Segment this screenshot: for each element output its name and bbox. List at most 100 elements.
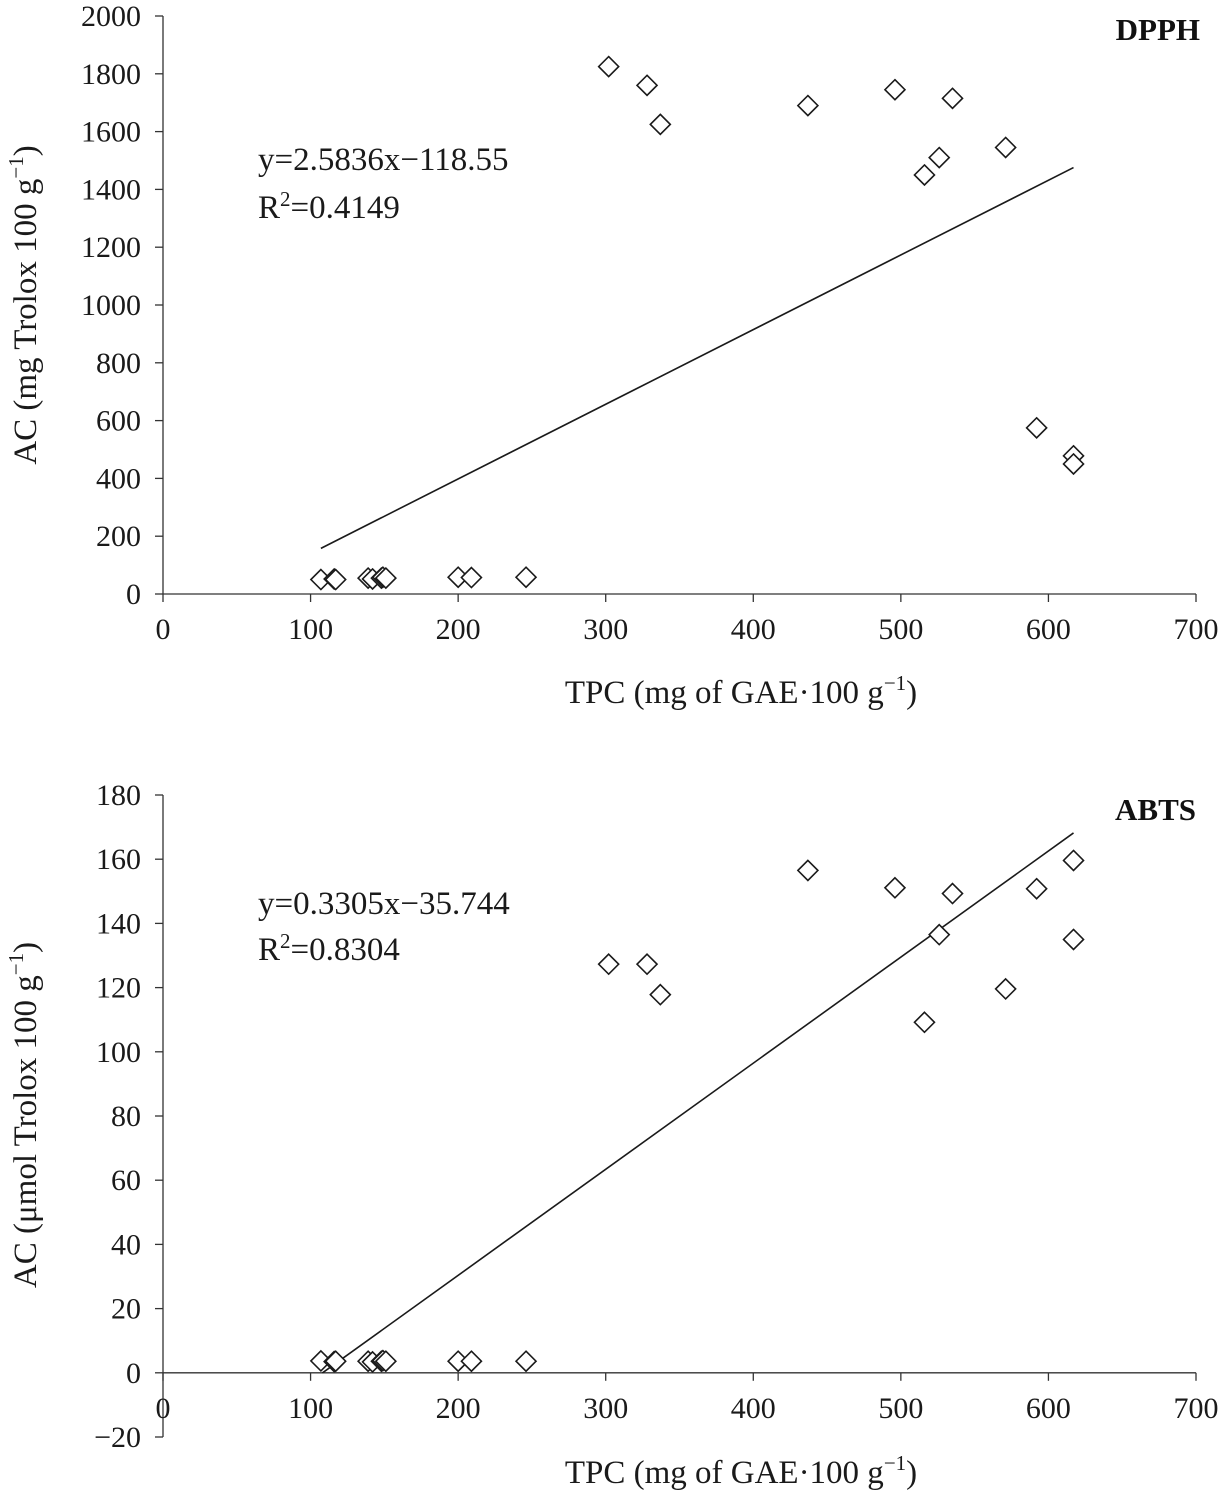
abts-y-tick-label: 140 [96, 907, 141, 940]
dpph-y-tick-label: 800 [96, 347, 141, 380]
abts-trendline [321, 832, 1074, 1374]
abts-data-point [941, 882, 964, 905]
abts-r-squared-value: =0.8304 [291, 932, 400, 968]
dpph-x-axis-title-end: ) [906, 675, 917, 711]
abts-y-tick-label: 20 [111, 1293, 141, 1326]
abts-data-point [1062, 849, 1085, 872]
abts-trendline-group [321, 832, 1074, 1374]
dpph-y-tick-label: 1400 [81, 173, 141, 206]
dpph-y-tick-label: 1600 [81, 116, 141, 149]
dpph-ticks: 0 200 400 600 800 1000 1200 1400 1600 1800 2000 0 10… [81, 0, 1219, 646]
dpph-r-squared: R2=0.4149 [258, 187, 400, 226]
abts-y-axis-title-end: ) [8, 942, 44, 953]
abts-x-tick-label: 500 [878, 1392, 923, 1425]
abts-data-point [635, 953, 659, 976]
dpph-data-point [941, 87, 964, 110]
dpph-y-tick-label: 600 [96, 405, 141, 438]
dpph-x-tick-label: 500 [878, 613, 923, 646]
dpph-data-point [1062, 452, 1085, 476]
dpph-y-axis-title-end: ) [8, 145, 44, 156]
dpph-data-point [514, 566, 538, 589]
dpph-y-tick-label: 200 [96, 520, 141, 553]
abts-x-tick-label: 200 [436, 1392, 481, 1425]
abts-data-point [374, 1350, 397, 1373]
dpph-y-tick-label: 1200 [81, 231, 141, 264]
dpph-x-axis-title-main: TPC (mg of GAE·100 g [565, 675, 884, 711]
dpph-trendline-group [320, 166, 1074, 550]
abts-x-tick-label: 100 [288, 1392, 333, 1425]
abts-y-tick-label: 100 [96, 1036, 141, 1069]
dpph-r-squared-superscript: 2 [280, 187, 291, 211]
dpph-axes [162, 16, 1196, 595]
abts-x-tick-label: 0 [156, 1392, 171, 1425]
dpph-x-tick-label: 300 [583, 613, 628, 646]
abts-r-squared: R2=0.8304 [258, 929, 400, 968]
dpph-y-axis-title-main: AC (mg Trolox 100 g [8, 179, 44, 465]
dpph-y-tick-label: 2000 [81, 0, 141, 33]
dpph-x-axis-title: TPC (mg of GAE·100 g−1) [565, 671, 917, 711]
dpph-panel: 0 200 400 600 800 1000 1200 1400 1600 1800 2000 0 10… [4, 0, 1219, 711]
abts-y-tick-label: 60 [111, 1164, 141, 1197]
dpph-x-tick-label: 200 [436, 613, 481, 646]
abts-y-tick-label: 80 [111, 1100, 141, 1133]
abts-data-point [649, 983, 672, 1006]
dpph-y-tick-label: 1000 [81, 289, 141, 322]
abts-y-axis-title: AC (μmol Trolox 100 g−1) [4, 942, 44, 1288]
abts-data-point [514, 1350, 538, 1373]
dpph-x-axis-title-superscript: −1 [884, 671, 906, 695]
dpph-y-axis-title: AC (mg Trolox 100 g−1) [4, 145, 44, 464]
abts-data-point [796, 859, 820, 882]
dpph-x-tick-label: 600 [1026, 613, 1071, 646]
abts-x-tick-label: 300 [583, 1392, 628, 1425]
dpph-data-point [460, 566, 483, 589]
dpph-r-squared-prefix: R [258, 190, 280, 226]
dpph-regression-equation: y=2.5836x−118.55 [258, 142, 509, 178]
dpph-x-tick-label: 400 [731, 613, 776, 646]
abts-y-axis-title-superscript: −1 [4, 953, 28, 975]
dpph-data-points [309, 55, 1085, 591]
dpph-data-point [928, 146, 951, 169]
abts-x-axis-title-superscript: −1 [884, 1451, 906, 1475]
dpph-chart-title: DPPH [1116, 12, 1200, 47]
dpph-data-point [883, 78, 907, 101]
abts-ticks: −20 0 20 40 60 80 100 120 140 160 180 0 100 200 300 400… [94, 779, 1218, 1454]
abts-x-tick-label: 700 [1174, 1392, 1219, 1425]
dpph-y-tick-label: 400 [96, 462, 141, 495]
abts-data-point [324, 1350, 347, 1373]
dpph-data-point [597, 55, 620, 78]
abts-data-point [913, 1011, 936, 1034]
dpph-x-tick-label: 100 [288, 613, 333, 646]
dpph-x-tick-label: 0 [156, 613, 171, 646]
abts-data-point [1062, 928, 1085, 951]
dpph-data-point [1025, 416, 1048, 439]
dpph-data-point [635, 74, 659, 97]
dpph-data-point [649, 113, 672, 136]
abts-data-point [460, 1350, 483, 1373]
abts-data-points [309, 849, 1085, 1374]
abts-data-point [928, 923, 951, 946]
abts-panel: −20 0 20 40 60 80 100 120 140 160 180 0 100 200 300 400… [4, 779, 1219, 1491]
abts-r-squared-superscript: 2 [280, 929, 291, 953]
dpph-y-tick-label: 0 [126, 578, 141, 611]
dpph-data-point [994, 136, 1017, 159]
abts-y-tick-label: 40 [111, 1228, 141, 1261]
abts-chart-title: ABTS [1115, 792, 1196, 827]
dpph-x-tick-label: 700 [1174, 613, 1219, 646]
dpph-trendline [320, 166, 1074, 550]
dpph-y-axis-title-superscript: −1 [4, 156, 28, 178]
abts-y-tick-label: −20 [94, 1421, 141, 1454]
abts-data-point [1025, 877, 1048, 900]
abts-data-point [994, 977, 1017, 1001]
abts-data-point [883, 876, 907, 899]
abts-x-tick-label: 400 [731, 1392, 776, 1425]
dpph-r-squared-value: =0.4149 [291, 190, 400, 226]
abts-regression-equation: y=0.3305x−35.744 [258, 886, 510, 922]
abts-x-tick-label: 600 [1026, 1392, 1071, 1425]
abts-x-axis-title-main: TPC (mg of GAE·100 g [565, 1455, 884, 1491]
dpph-data-point [324, 568, 347, 591]
abts-x-axis-title: TPC (mg of GAE·100 g−1) [565, 1451, 917, 1491]
dpph-data-point [796, 94, 820, 117]
abts-data-point [597, 953, 620, 976]
abts-y-tick-label: 160 [96, 843, 141, 876]
